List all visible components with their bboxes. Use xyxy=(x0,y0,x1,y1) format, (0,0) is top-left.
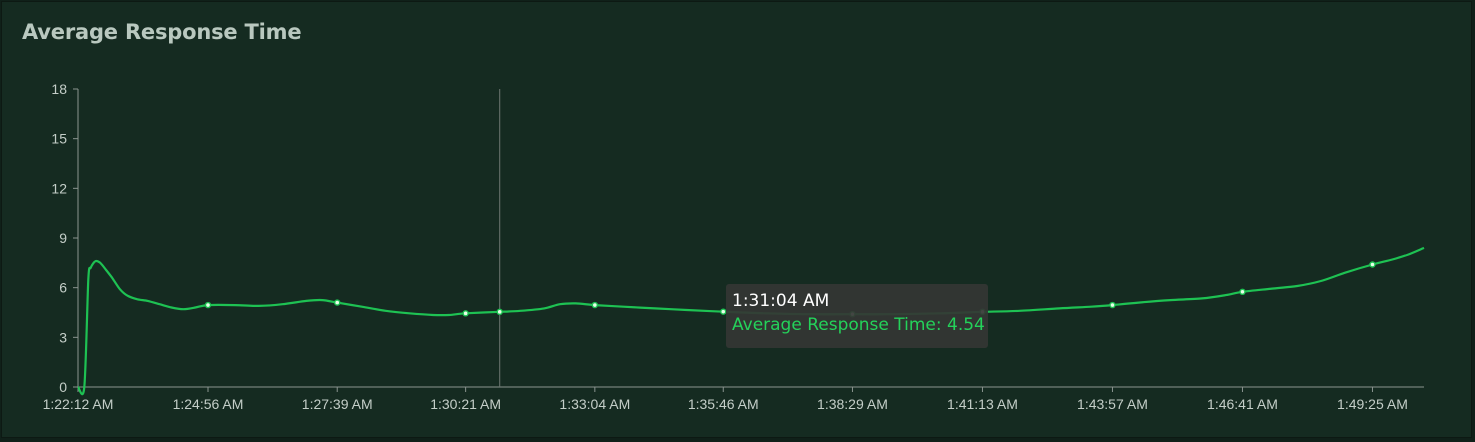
x-tick-label: 1:35:46 AM xyxy=(688,396,759,412)
y-tick-label: 6 xyxy=(59,280,67,296)
hover-tooltip: 1:31:04 AM Average Response Time: 4.54 xyxy=(726,284,988,348)
data-point[interactable] xyxy=(463,311,468,316)
x-tick-label: 1:22:12 AM xyxy=(43,396,114,412)
x-axis: 1:22:12 AM 1:24:56 AM 1:27:39 AM 1:30:21 AM… xyxy=(43,386,1424,412)
x-tick-label: 1:38:29 AM xyxy=(817,396,888,412)
x-tick-label: 1:41:13 AM xyxy=(947,396,1018,412)
x-tick-label: 1:49:25 AM xyxy=(1337,396,1408,412)
data-point[interactable] xyxy=(1110,303,1115,307)
x-tick-label: 1:46:41 AM xyxy=(1207,396,1278,412)
tooltip-value: Average Response Time: 4.54 xyxy=(732,315,985,335)
data-point[interactable] xyxy=(335,300,340,305)
tooltip-time: 1:31:04 AM xyxy=(732,291,830,311)
x-tick-label: 1:27:39 AM xyxy=(302,396,373,412)
y-tick-label: 15 xyxy=(51,131,67,147)
data-point[interactable] xyxy=(721,309,726,314)
y-tick-label: 18 xyxy=(51,81,67,97)
data-point[interactable] xyxy=(1370,262,1375,267)
data-point[interactable] xyxy=(206,303,210,307)
data-point[interactable] xyxy=(1240,290,1245,294)
y-tick-label: 0 xyxy=(59,379,67,395)
x-tick-label: 1:43:57 AM xyxy=(1077,396,1148,412)
series-line xyxy=(76,246,1425,396)
x-tick-label: 1:33:04 AM xyxy=(559,396,630,412)
y-axis: 0 3 6 9 12 15 18 xyxy=(51,81,79,395)
panel-title: Average Response Time xyxy=(22,20,302,44)
x-tick-label: 1:30:21 AM xyxy=(430,396,501,412)
y-tick-label: 3 xyxy=(59,329,67,345)
y-tick-label: 9 xyxy=(59,230,67,246)
x-tick-label: 1:24:56 AM xyxy=(173,396,244,412)
data-point[interactable] xyxy=(593,303,597,307)
y-tick-label: 12 xyxy=(51,180,67,196)
data-point[interactable] xyxy=(497,310,502,314)
